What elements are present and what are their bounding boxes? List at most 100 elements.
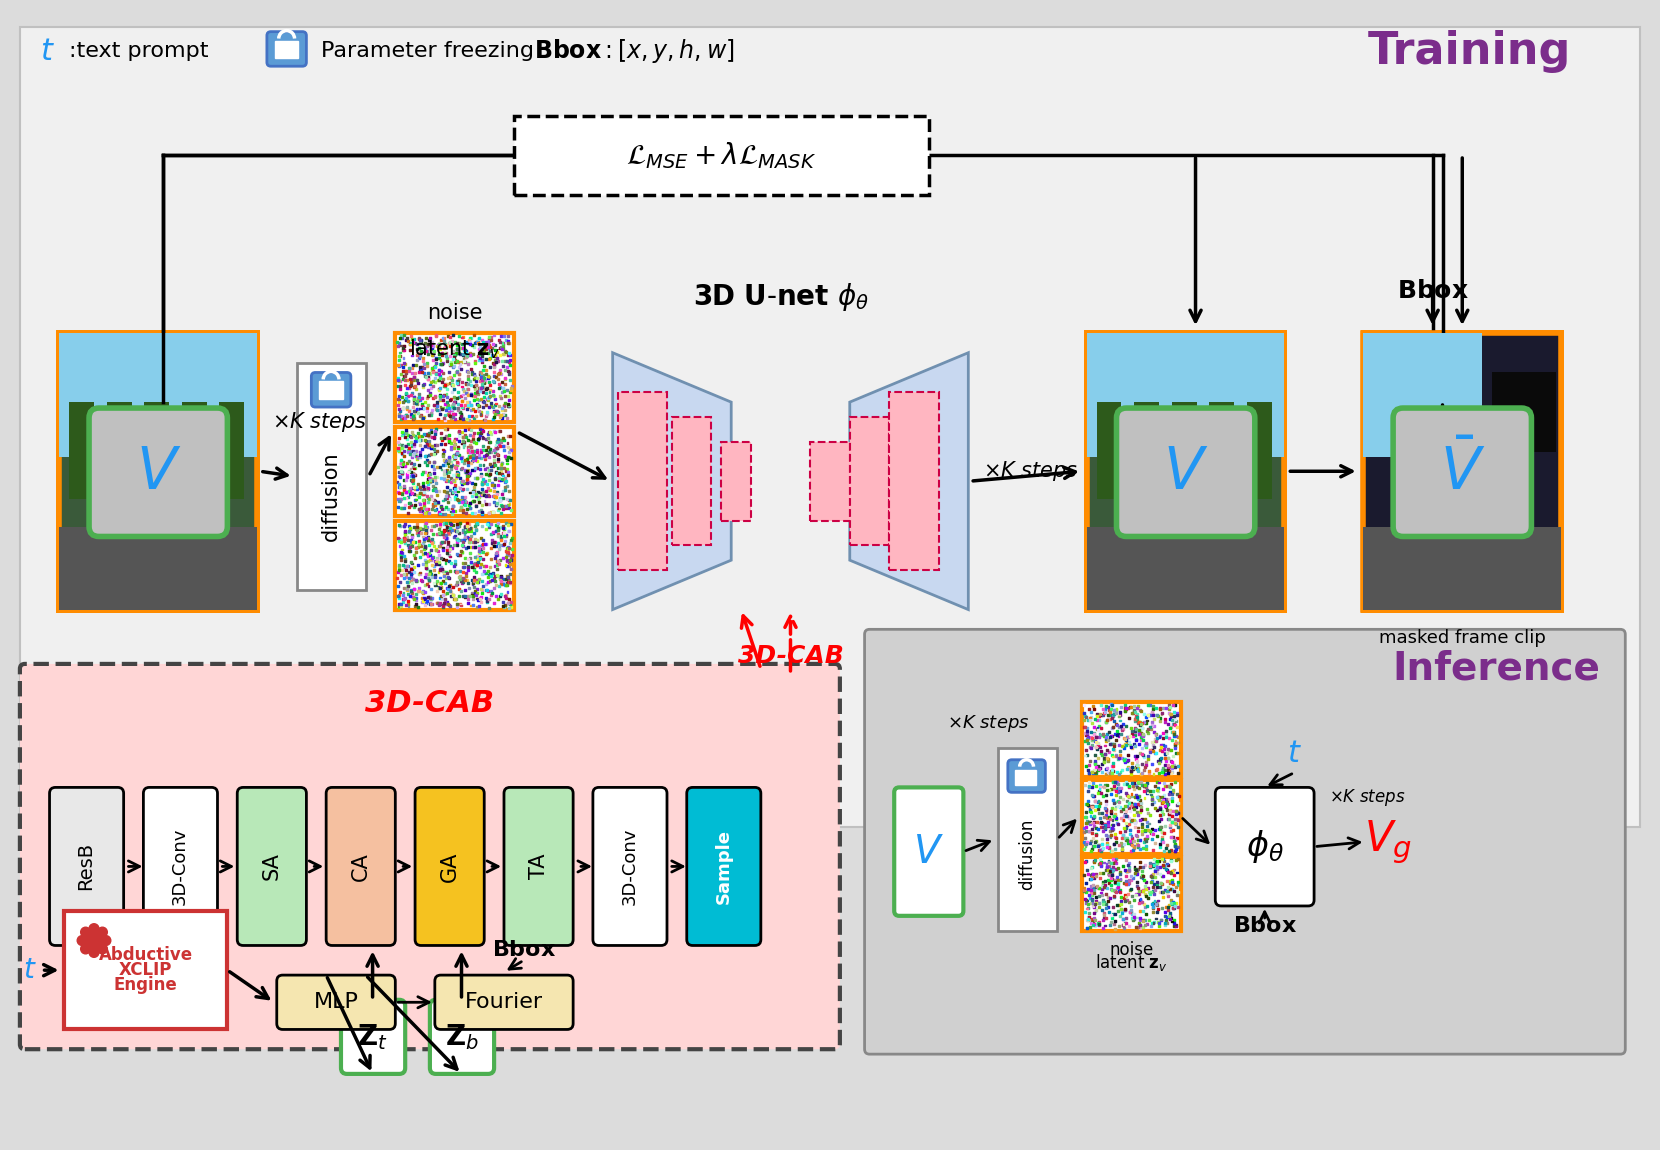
Point <box>461 532 488 551</box>
Point <box>1086 914 1112 933</box>
Point <box>443 465 470 483</box>
Point <box>423 392 450 411</box>
Point <box>398 359 425 377</box>
Point <box>1122 712 1149 730</box>
Point <box>400 467 427 485</box>
Point <box>1154 860 1180 879</box>
Point <box>498 549 525 567</box>
FancyBboxPatch shape <box>895 788 963 915</box>
Point <box>1154 900 1180 919</box>
Point <box>1082 728 1109 746</box>
Point <box>455 557 481 575</box>
Point <box>1086 804 1112 822</box>
Point <box>448 386 475 405</box>
Point <box>412 437 438 455</box>
Point <box>486 459 513 477</box>
Point <box>407 348 433 367</box>
Point <box>1140 723 1167 742</box>
Point <box>392 370 418 389</box>
Point <box>1116 834 1142 852</box>
Point <box>432 498 458 516</box>
Point <box>483 516 510 535</box>
Point <box>481 336 508 354</box>
Point <box>427 348 453 367</box>
Point <box>430 482 456 500</box>
Point <box>413 447 440 466</box>
Point <box>418 595 445 613</box>
Point <box>1157 874 1184 892</box>
Point <box>1159 696 1185 714</box>
Point <box>491 369 518 388</box>
Point <box>428 577 455 596</box>
Point <box>448 531 475 550</box>
Point <box>468 500 495 519</box>
Point <box>476 381 503 399</box>
Point <box>1096 781 1122 799</box>
Point <box>460 460 486 478</box>
Point <box>407 478 433 497</box>
Point <box>1079 842 1106 860</box>
Point <box>1142 798 1169 816</box>
Point <box>1112 802 1139 820</box>
Point <box>417 472 443 490</box>
Point <box>1159 813 1185 831</box>
Point <box>448 498 475 516</box>
Point <box>475 470 501 489</box>
Point <box>415 530 442 549</box>
Point <box>1101 741 1127 759</box>
Point <box>408 589 435 607</box>
Point <box>1099 842 1125 860</box>
Point <box>445 427 471 445</box>
Point <box>385 406 412 424</box>
Point <box>398 484 425 503</box>
Point <box>1096 865 1122 883</box>
Point <box>1124 821 1150 839</box>
Point <box>465 469 491 488</box>
Point <box>466 339 493 358</box>
Point <box>1149 705 1175 723</box>
Point <box>1104 700 1130 719</box>
Point <box>481 469 508 488</box>
Point <box>438 515 465 534</box>
Point <box>486 554 513 573</box>
Point <box>1139 712 1165 730</box>
Point <box>1127 811 1154 829</box>
Point <box>1111 811 1137 829</box>
Point <box>455 574 481 592</box>
Point <box>443 564 470 582</box>
Point <box>1087 883 1114 902</box>
Point <box>1084 761 1111 780</box>
Point <box>1087 813 1114 831</box>
Point <box>1152 761 1179 780</box>
Point <box>430 566 456 584</box>
Point <box>1152 713 1179 731</box>
Point <box>407 344 433 362</box>
Point <box>417 469 443 488</box>
Point <box>490 344 516 362</box>
Point <box>1077 831 1104 850</box>
Point <box>1149 788 1175 806</box>
Point <box>1130 881 1157 899</box>
Point <box>1155 805 1182 823</box>
Point <box>410 531 437 550</box>
Point <box>466 329 493 347</box>
Point <box>395 378 422 397</box>
Point <box>466 401 493 420</box>
Point <box>496 427 523 445</box>
Point <box>466 543 493 561</box>
Point <box>385 585 412 604</box>
Point <box>387 329 413 347</box>
Point <box>455 370 481 389</box>
Point <box>1139 703 1165 721</box>
Point <box>1101 773 1127 791</box>
Point <box>458 421 485 439</box>
Point <box>476 328 503 346</box>
Point <box>1104 873 1130 891</box>
Point <box>1072 814 1099 833</box>
Point <box>1091 814 1117 833</box>
Point <box>1112 804 1139 822</box>
Point <box>491 597 518 615</box>
Point <box>496 362 523 381</box>
Point <box>1134 879 1160 897</box>
Point <box>413 595 440 613</box>
